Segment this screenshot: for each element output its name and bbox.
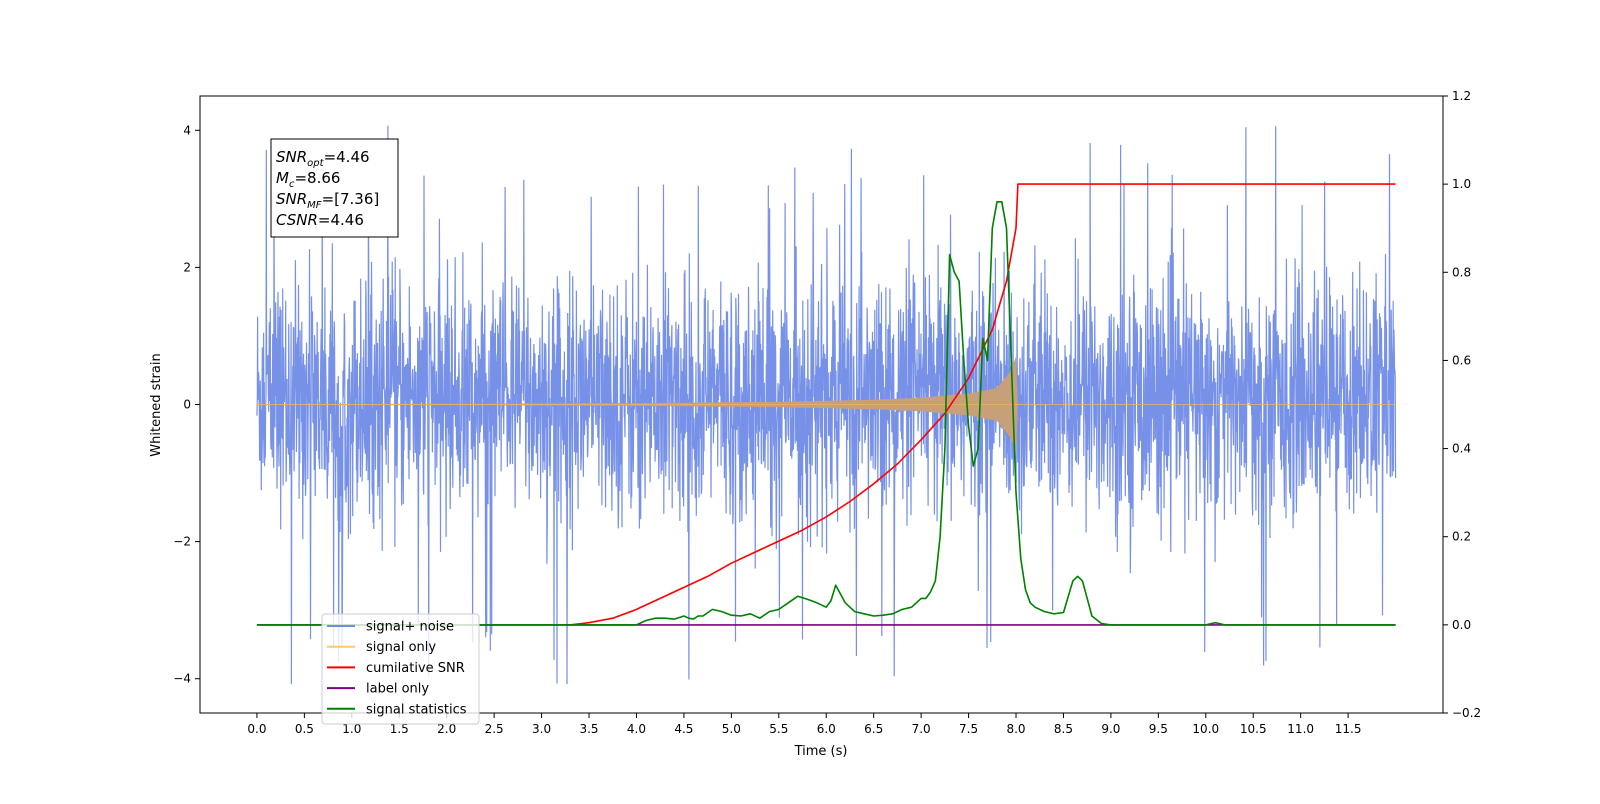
x-tick-label: 6.5: [864, 722, 883, 736]
x-tick-label: 3.5: [579, 722, 598, 736]
x-tick-label: 9.0: [1101, 722, 1120, 736]
x-tick-label: 1.5: [390, 722, 409, 736]
x-axis: 0.0 0.5 1.0 1.5 2.0 2.5 3.0 3.5 4.0 4.5 5.0 5.5 6.0 6…: [247, 713, 1361, 736]
x-tick-label: 10.0: [1192, 722, 1219, 736]
plot-area: [256, 125, 1397, 685]
info-box-line: SNRopt=4.46: [276, 148, 370, 169]
y-right-tick-label: 0.4: [1452, 442, 1471, 456]
y-left-tick-label: −2: [173, 535, 191, 549]
x-tick-label: 0.0: [247, 722, 266, 736]
signal-only-series: [256, 356, 1396, 453]
signal-statistics-line: [256, 201, 1396, 626]
y-right-tick-label: 1.0: [1452, 177, 1471, 191]
y-right-tick-label: 1.2: [1452, 89, 1471, 103]
x-tick-label: 9.5: [1149, 722, 1168, 736]
x-tick-label: 7.0: [912, 722, 931, 736]
y-left-tick-label: 0: [183, 398, 191, 412]
y-right-tick-label: 0.6: [1452, 353, 1471, 367]
x-tick-label: 8.0: [1006, 722, 1025, 736]
legend-label: signal statistics: [366, 702, 467, 717]
x-tick-label: 8.5: [1054, 722, 1073, 736]
y-right-tick-label: −0.2: [1452, 706, 1481, 720]
y-axis-left-label: Whitened strain: [149, 353, 164, 456]
info-box-line: CSNR=4.46: [276, 211, 364, 229]
x-tick-label: 7.5: [959, 722, 978, 736]
legend-label: signal+ noise: [366, 620, 454, 635]
x-tick-label: 5.0: [722, 722, 741, 736]
x-tick-label: 0.5: [295, 722, 314, 736]
x-tick-label: 11.5: [1335, 722, 1362, 736]
info-box-line: Mc=8.66: [276, 169, 340, 190]
x-tick-label: 4.5: [674, 722, 693, 736]
y-right-tick-label: 0.8: [1452, 265, 1471, 279]
cumilative-snr-line: [570, 183, 1396, 626]
y-left-tick-label: 4: [183, 123, 191, 137]
x-tick-label: 3.0: [532, 722, 551, 736]
y-axis-right: −0.2 0.0 0.2 0.4 0.6 0.8 1.0 1.2: [1443, 89, 1481, 720]
x-axis-label: Time (s): [794, 744, 848, 759]
legend-label: signal only: [366, 640, 436, 655]
legend-frame: [321, 613, 480, 725]
x-tick-label: 2.5: [485, 722, 504, 736]
x-tick-label: 6.0: [817, 722, 836, 736]
legend-label: cumilative SNR: [366, 661, 465, 676]
x-tick-label: 10.5: [1240, 722, 1267, 736]
y-right-tick-label: 0.0: [1452, 618, 1471, 632]
x-tick-label: 11.0: [1287, 722, 1314, 736]
x-tick-label: 2.0: [437, 722, 456, 736]
y-axis-left: −4 −2 0 2 4: [173, 123, 200, 686]
x-tick-label: 1.0: [342, 722, 361, 736]
info-box-frame: [270, 138, 399, 238]
x-tick-label: 4.0: [627, 722, 646, 736]
legend-label: label only: [366, 682, 429, 697]
y-left-tick-label: 2: [183, 260, 191, 274]
x-tick-label: 5.5: [769, 722, 788, 736]
y-left-tick-label: −4: [173, 672, 191, 686]
y-right-tick-label: 0.2: [1452, 530, 1471, 544]
legend: signal+ noise signal only cumilative SNR la…: [321, 613, 480, 725]
info-box-line: SNRMF=[7.36]: [276, 190, 379, 211]
